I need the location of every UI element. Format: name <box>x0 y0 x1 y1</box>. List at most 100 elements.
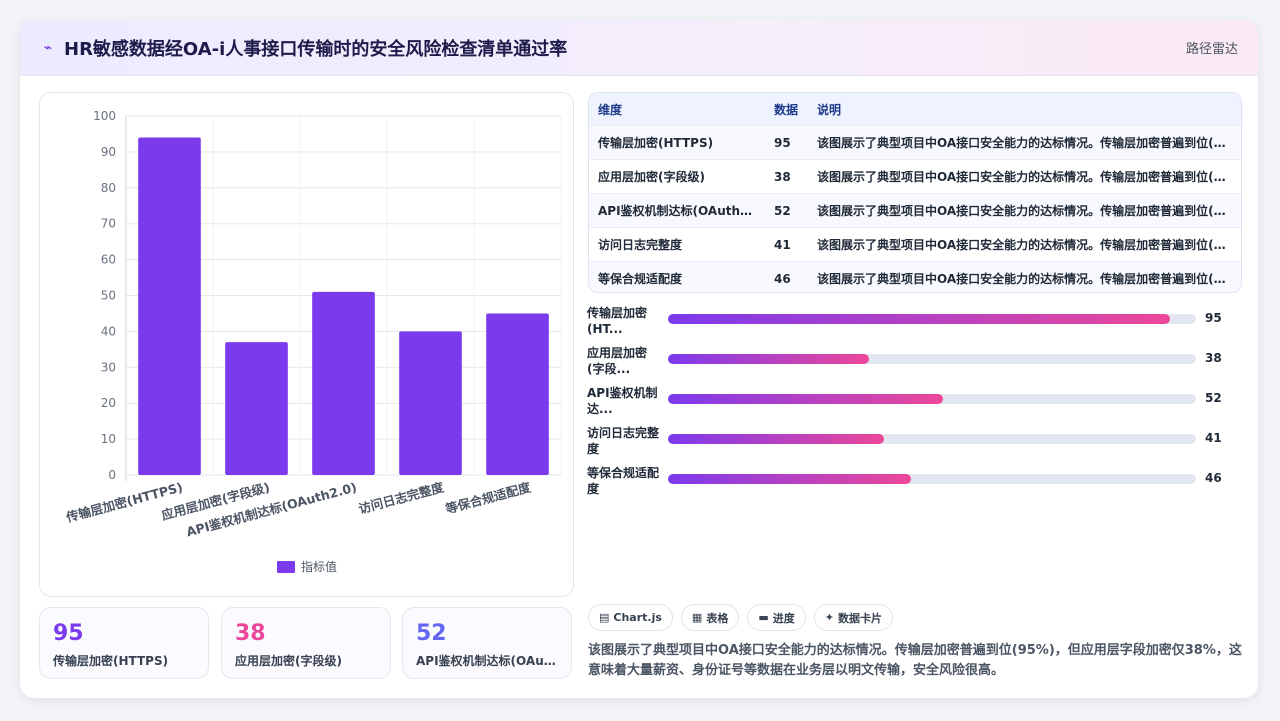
progress-value: 46 <box>1205 471 1222 485</box>
table-cell: 传输层加密(HTTPS) <box>589 125 765 160</box>
bar <box>486 313 549 475</box>
progress-label: 等保合规适配度 <box>587 466 660 496</box>
column-header: 维度 <box>598 102 623 117</box>
table-cell: 95 <box>765 125 808 160</box>
table-row: 应用层加密(字段级) 38 该图展示了典型项目中OA接口安全能力的达标情况。传输… <box>589 159 1241 194</box>
progress-row: 等保合规适配度 46 <box>587 465 1247 505</box>
table-header-row: 维度 数据 说明 <box>589 93 1241 126</box>
x-tick-label: 访问日志完整度 <box>357 479 446 516</box>
table-icon: ▦ <box>691 611 703 624</box>
progress-track <box>668 394 1196 404</box>
progress-row: 访问日志完整度 41 <box>587 425 1247 465</box>
progress-fill <box>668 474 911 484</box>
x-tick-label: 等保合规适配度 <box>443 479 533 517</box>
table-cell: 46 <box>765 261 808 292</box>
table-cell: API鉴权机制达标(OAuth2.0) <box>589 193 765 228</box>
table-row: API鉴权机制达标(OAuth2.0) 52 该图展示了典型项目中OA接口安全能… <box>589 193 1241 228</box>
page-title: HR敏感数据经OA-i人事接口传输时的安全风险检查清单通过率 <box>64 38 568 60</box>
progress-track <box>668 314 1196 324</box>
progress-value: 95 <box>1205 311 1222 325</box>
table-row: 等保合规适配度 46 该图展示了典型项目中OA接口安全能力的达标情况。传输层加密… <box>589 261 1241 292</box>
progress-icon: ▬ <box>758 611 769 624</box>
stat-value: 95 <box>53 621 84 646</box>
bar-chart-panel: 0 10 20 30 40 50 60 70 80 90 100 传输层加密(HTTPS) 应用层加密(… <box>39 92 574 597</box>
table-cell: 该图展示了典型项目中OA接口安全能力的达标情况。传输层加密普遍到位(95%)，但… <box>808 125 1241 160</box>
progress-track <box>668 354 1196 364</box>
chip-data-card[interactable]: ✦ 数据卡片 <box>813 604 893 631</box>
progress-fill <box>668 314 1170 324</box>
progress-value: 41 <box>1205 431 1222 445</box>
y-tick-label: 80 <box>101 181 116 195</box>
bar <box>138 137 201 475</box>
y-tick-label: 60 <box>101 253 116 267</box>
progress-row: 应用层加密(字段... 38 <box>587 345 1247 385</box>
view-chips: ▤ Chart.js ▦ 表格 ▬ 进度 ✦ 数据卡片 <box>588 604 893 631</box>
progress-fill <box>668 394 943 404</box>
table-cell: 该图展示了典型项目中OA接口安全能力的达标情况。传输层加密普遍到位(95%)，但… <box>808 193 1241 228</box>
y-tick-label: 30 <box>101 360 116 374</box>
stat-value: 38 <box>235 621 266 646</box>
chip-label: 表格 <box>706 611 729 625</box>
table-cell: 该图展示了典型项目中OA接口安全能力的达标情况。传输层加密普遍到位(95%)，但… <box>808 227 1241 262</box>
column-header: 数据 <box>774 102 799 117</box>
data-table: 维度 数据 说明 传输层加密(HTTPS) 95 该图展示了典型项目中OA接口安… <box>589 93 1241 292</box>
bar <box>312 291 375 475</box>
progress-label: 应用层加密(字段... <box>587 346 648 376</box>
table-cell: 等保合规适配度 <box>589 261 765 292</box>
progress-fill <box>668 434 885 444</box>
stat-card-1: 95 传输层加密(HTTPS) <box>39 607 209 679</box>
stat-label: API鉴权机制达标(OAuth2.0) <box>416 654 558 668</box>
table-row: 传输层加密(HTTPS) 95 该图展示了典型项目中OA接口安全能力的达标情况。… <box>589 125 1241 160</box>
chart-icon: ▤ <box>599 611 610 624</box>
legend-label: 指标值 <box>301 559 337 574</box>
chip-chartjs[interactable]: ▤ Chart.js <box>588 604 673 631</box>
progress-label: 访问日志完整度 <box>587 426 660 456</box>
stat-card-2: 38 应用层加密(字段级) <box>221 607 391 679</box>
progress-track <box>668 474 1196 484</box>
chart-description: 该图展示了典型项目中OA接口安全能力的达标情况。传输层加密普遍到位(95%)，但… <box>588 643 1242 678</box>
progress-value: 38 <box>1205 351 1222 365</box>
y-tick-label: 20 <box>101 396 116 410</box>
stat-value: 52 <box>416 621 447 646</box>
chip-label: Chart.js <box>613 611 662 624</box>
chip-label: 数据卡片 <box>837 611 882 625</box>
chip-label: 进度 <box>772 611 795 625</box>
table-cell: 应用层加密(字段级) <box>589 159 765 194</box>
route-icon: ⌁ <box>43 39 53 56</box>
header-title-group: ⌁ HR敏感数据经OA-i人事接口传输时的安全风险检查清单通过率 <box>40 35 568 61</box>
table-cell: 52 <box>765 193 808 228</box>
y-tick-label: 100 <box>93 109 116 123</box>
dashboard-card: ⌁ HR敏感数据经OA-i人事接口传输时的安全风险检查清单通过率 路径雷达 0 1… <box>20 20 1258 698</box>
chip-table[interactable]: ▦ 表格 <box>680 604 740 631</box>
progress-list: 传输层加密(HT... 95 应用层加密(字段... 38 API鉴权机制达..… <box>587 305 1247 505</box>
progress-label: 传输层加密(HT... <box>587 306 648 336</box>
column-header: 说明 <box>817 102 842 117</box>
header: ⌁ HR敏感数据经OA-i人事接口传输时的安全风险检查清单通过率 路径雷达 <box>20 20 1258 76</box>
progress-track <box>668 434 1196 444</box>
y-tick-label: 40 <box>101 324 116 338</box>
y-tick-label: 50 <box>101 289 116 303</box>
chip-progress[interactable]: ▬ 进度 <box>747 604 806 631</box>
progress-value: 52 <box>1205 391 1222 405</box>
y-tick-label: 70 <box>101 217 116 231</box>
bar <box>399 331 462 475</box>
bar <box>225 342 288 475</box>
bar-chart: 0102030405060708090100传输层加密(HTTPS)应用层加密(… <box>64 109 562 574</box>
progress-row: 传输层加密(HT... 95 <box>587 305 1247 345</box>
stat-card-3: 52 API鉴权机制达标(OAuth2.0) <box>402 607 572 679</box>
y-tick-label: 0 <box>108 468 116 482</box>
stat-label: 应用层加密(字段级) <box>235 654 342 668</box>
table-cell: 41 <box>765 227 808 262</box>
table-cell: 该图展示了典型项目中OA接口安全能力的达标情况。传输层加密普遍到位(95%)，但… <box>808 159 1241 194</box>
table-cell: 38 <box>765 159 808 194</box>
progress-label: API鉴权机制达... <box>587 386 658 416</box>
y-tick-label: 90 <box>101 145 116 159</box>
stat-label: 传输层加密(HTTPS) <box>53 654 169 668</box>
table-cell: 访问日志完整度 <box>589 227 765 262</box>
table-row: 访问日志完整度 41 该图展示了典型项目中OA接口安全能力的达标情况。传输层加密… <box>589 227 1241 262</box>
data-table-panel: 维度 数据 说明 传输层加密(HTTPS) 95 该图展示了典型项目中OA接口安… <box>588 92 1242 293</box>
progress-fill <box>668 354 869 364</box>
table-cell: 该图展示了典型项目中OA接口安全能力的达标情况。传输层加密普遍到位(95%)，但… <box>808 261 1241 292</box>
progress-row: API鉴权机制达... 52 <box>587 385 1247 425</box>
legend-swatch <box>277 561 295 573</box>
